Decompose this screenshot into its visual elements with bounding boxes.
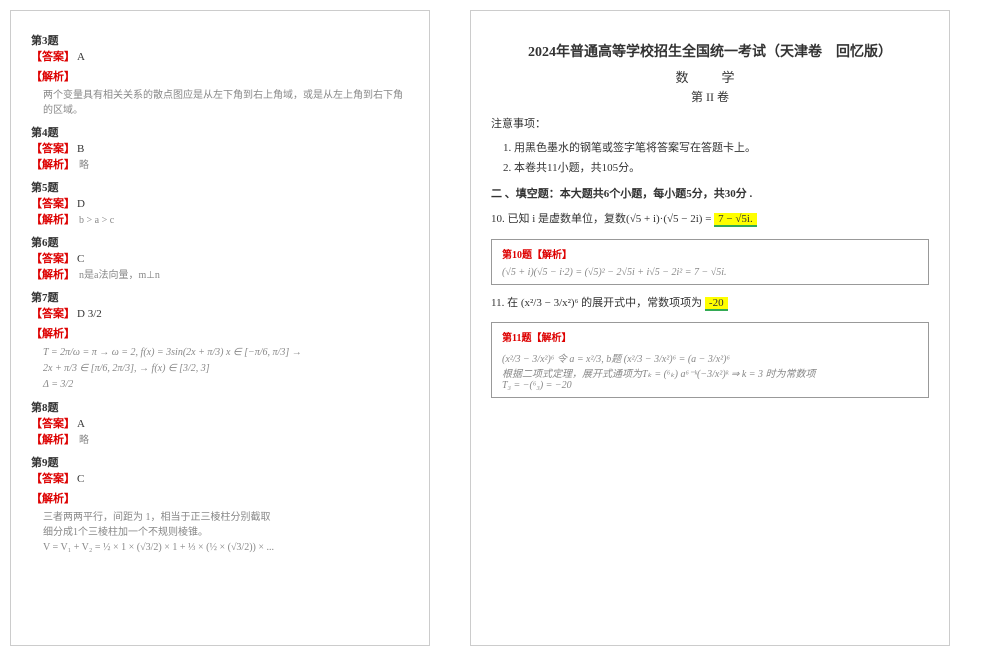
notice-heading: 注意事项： [491, 115, 929, 131]
q11-box-txt: (x²/3 − 3/x²)⁶ 令 a = x²/3, b题 (x²/3 − 3/… [502, 350, 918, 391]
q5-anal-label: 【解析】 [31, 214, 75, 226]
q5-anal: b > a > c [79, 215, 114, 226]
q9-anal: 三者两两平行，间距为 1，相当于正三棱柱分别截取 细分成1个三棱柱加一个不规则棱… [43, 510, 409, 555]
q11-box-h: 第11题【解析】 [502, 329, 918, 344]
q6-ans: C [77, 253, 84, 265]
notice-1: 1. 用黑色墨水的钢笔或签字笔将答案写在答题卡上。 [503, 139, 929, 155]
q4-ans: B [77, 143, 84, 155]
q11-ans: -20 [705, 297, 728, 311]
q8-title: 第8题 [31, 399, 409, 415]
q6-anal-label: 【解析】 [31, 269, 75, 281]
q10-box-txt: (√5 + i)(√5 − i·2) = (√5)² − 2√5i + i√5 … [502, 267, 918, 278]
q11-line: 11. 在 (x²/3 − 3/x²)⁶ 的展开式中，常数项项为 -20 [491, 295, 929, 313]
ans-label: 【答案】 [31, 473, 75, 485]
q4-anal: 略 [79, 160, 89, 171]
q10-num: 10. [491, 213, 505, 225]
q6-anal: n是a法向量，m⊥n [79, 270, 160, 281]
q4-anal-label: 【解析】 [31, 159, 75, 171]
q9-anal-label: 【解析】 [31, 490, 409, 506]
q7-ans: D 3/2 [77, 308, 102, 320]
q10-analysis-box: 第10题【解析】 (√5 + i)(√5 − i·2) = (√5)² − 2√… [491, 239, 929, 285]
ans-label: 【答案】 [31, 143, 75, 155]
q10-box-h: 第10题【解析】 [502, 246, 918, 261]
q11-txt: 在 (x²/3 − 3/x²)⁶ 的展开式中，常数项项为 [507, 297, 702, 309]
q10-txt: 已知 i 是虚数单位，复数(√5 + i)·(√5 − 2i) = [508, 213, 712, 225]
q10-ans: 7 − √5i. [714, 213, 757, 227]
q3-ans: A [77, 51, 85, 63]
ans-label: 【答案】 [31, 51, 75, 63]
q7-anal-label: 【解析】 [31, 325, 409, 341]
q5-ans: D [77, 198, 85, 210]
right-page: 2024年普通高等学校招生全国统一考试（天津卷 回忆版） 数 学 第 II 卷 … [470, 10, 950, 646]
q11-num: 11. [491, 297, 504, 309]
section-heading: 二 、填空题：本大题共6个小题，每小题5分，共30分 . [491, 185, 929, 201]
q5-title: 第5题 [31, 179, 409, 195]
subject: 数 学 [491, 67, 929, 86]
q3-title: 第3题 [31, 32, 409, 48]
q6-title: 第6题 [31, 234, 409, 250]
ans-label: 【答案】 [31, 418, 75, 430]
q3-anal: 两个变量具有相关关系的散点图应是从左下角到右上角域，或是从左上角到右下角的区域。 [43, 88, 409, 118]
q10-line: 10. 已知 i 是虚数单位，复数(√5 + i)·(√5 − 2i) = 7 … [491, 211, 929, 229]
q9-ans: C [77, 473, 84, 485]
q8-ans: A [77, 418, 85, 430]
notice-2: 2. 本卷共11小题，共105分。 [503, 159, 929, 175]
q8-anal-label: 【解析】 [31, 434, 75, 446]
q8-anal: 略 [79, 435, 89, 446]
ans-label: 【答案】 [31, 253, 75, 265]
left-page: 第3题 【答案】A 【解析】 两个变量具有相关关系的散点图应是从左下角到右上角域… [10, 10, 430, 646]
ans-label: 【答案】 [31, 308, 75, 320]
ans-label: 【答案】 [31, 198, 75, 210]
q3-anal-label: 【解析】 [31, 68, 409, 84]
q7-title: 第7题 [31, 289, 409, 305]
q11-analysis-box: 第11题【解析】 (x²/3 − 3/x²)⁶ 令 a = x²/3, b题 (… [491, 322, 929, 398]
exam-title: 2024年普通高等学校招生全国统一考试（天津卷 回忆版） [491, 41, 929, 61]
q9-title: 第9题 [31, 454, 409, 470]
q7-anal: T = 2π/ω = π → ω = 2, f(x) = 3sin(2x + π… [43, 345, 409, 393]
volume: 第 II 卷 [491, 88, 929, 105]
q4-title: 第4题 [31, 124, 409, 140]
